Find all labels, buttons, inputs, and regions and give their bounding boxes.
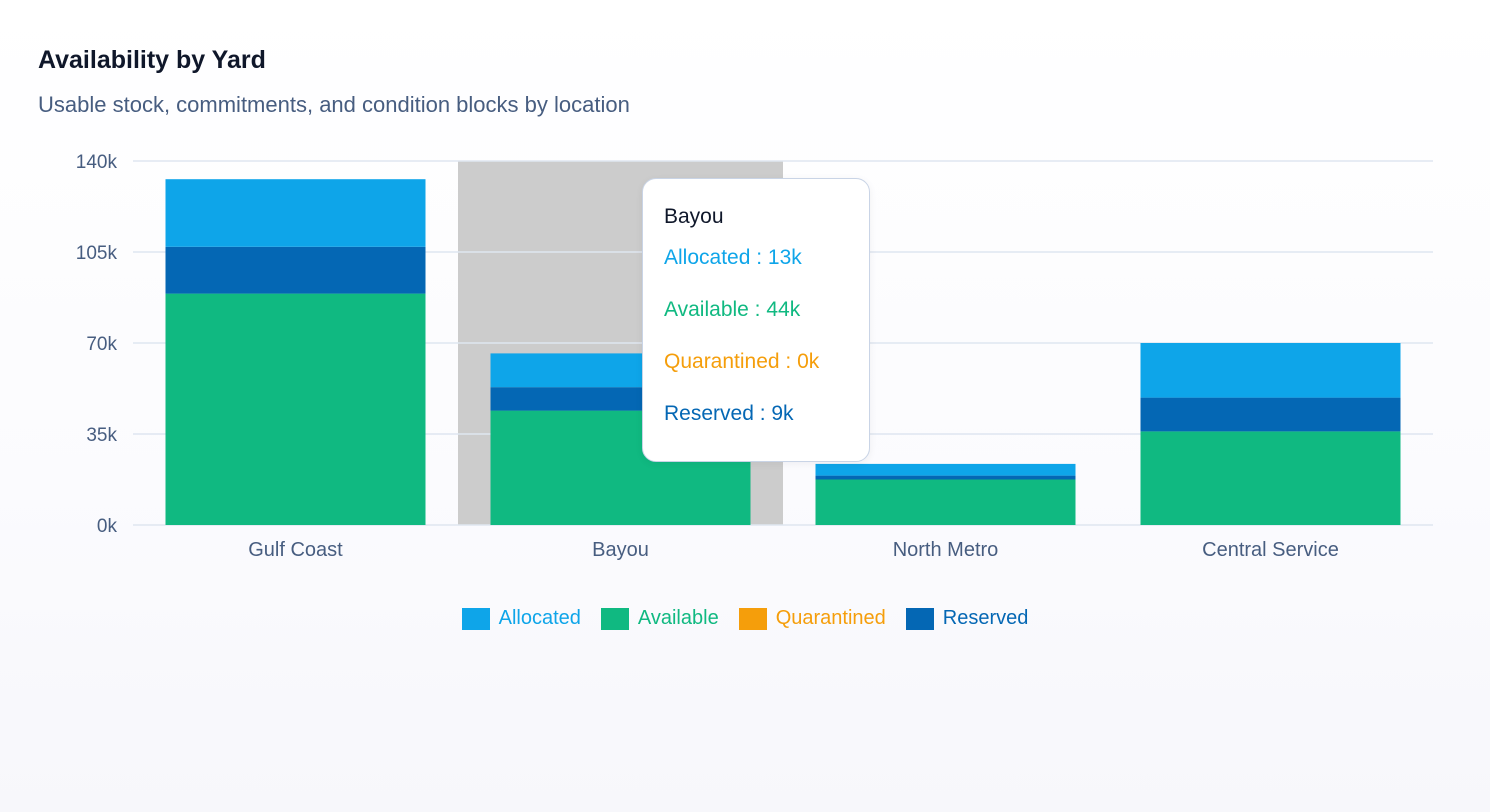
legend-label-quarantined: Quarantined — [775, 607, 886, 629]
tooltip-row-quarantined: Quarantined : 0k — [664, 350, 820, 373]
chart-tooltip: Bayou Allocated : 13k Available : 44k Qu… — [642, 178, 870, 462]
legend-item-allocated[interactable]: Allocated — [461, 607, 581, 630]
chart-subtitle: Usable stock, commitments, and condition… — [38, 92, 630, 117]
y-tick-label: 105k — [76, 243, 118, 264]
x-tick-label: Gulf Coast — [248, 539, 343, 561]
legend-swatch-quarantined — [738, 607, 767, 630]
legend-item-reserved[interactable]: Reserved — [905, 607, 1029, 630]
y-tick-label: 0k — [97, 516, 118, 537]
legend-item-quarantined[interactable]: Quarantined — [738, 607, 886, 630]
bar-available-north-metro — [815, 479, 1076, 525]
legend-swatch-available — [600, 607, 629, 630]
legend-item-available[interactable]: Available — [600, 607, 719, 630]
x-tick-label: North Metro — [893, 539, 999, 561]
bar-available-gulf-coast — [165, 293, 426, 525]
tooltip-row-allocated: Allocated : 13k — [664, 246, 802, 269]
y-tick-label: 35k — [86, 425, 117, 446]
bar-allocated-central-service — [1140, 343, 1401, 398]
chart-legend: Allocated Available Quarantined Reserved — [0, 607, 1490, 630]
legend-swatch-reserved — [905, 607, 934, 630]
y-tick-label: 140k — [76, 152, 118, 173]
legend-label-available: Available — [637, 607, 719, 629]
x-tick-label: Central Service — [1202, 539, 1339, 561]
y-tick-label: 70k — [86, 334, 117, 355]
bar-reserved-central-service — [1140, 397, 1401, 432]
bar-available-central-service — [1140, 431, 1401, 525]
tooltip-title: Bayou — [664, 205, 724, 228]
chart-title: Availability by Yard — [38, 46, 266, 74]
legend-label-reserved: Reserved — [942, 607, 1029, 629]
tooltip-row-available: Available : 44k — [664, 298, 801, 321]
tooltip-row-reserved: Reserved : 9k — [664, 402, 794, 425]
bar-reserved-north-metro — [815, 475, 1076, 480]
x-tick-label: Bayou — [592, 539, 649, 561]
legend-swatch-allocated — [461, 607, 490, 630]
bar-allocated-north-metro — [815, 463, 1076, 476]
legend-label-allocated: Allocated — [498, 607, 581, 629]
bar-allocated-gulf-coast — [165, 179, 426, 247]
bar-reserved-gulf-coast — [165, 246, 426, 294]
